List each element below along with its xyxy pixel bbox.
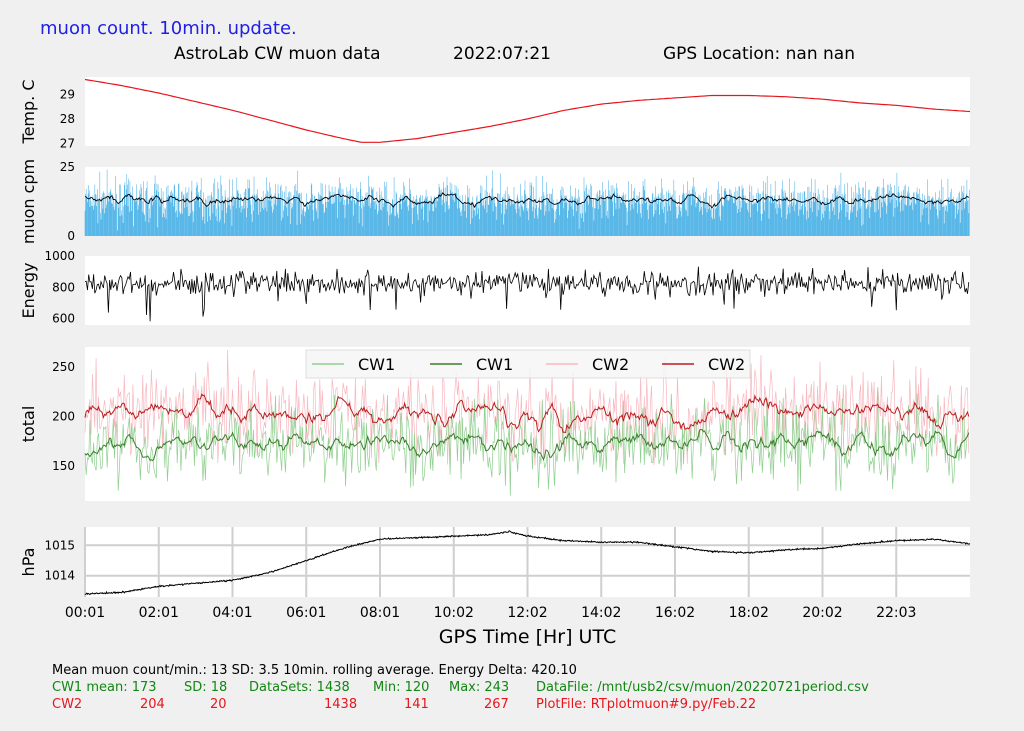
energy-ytick-label: 600 xyxy=(52,312,75,326)
xtick-label: 04:01 xyxy=(212,605,252,621)
xtick-label: 00:01 xyxy=(65,605,105,621)
chart-title: AstroLab CW muon data xyxy=(174,44,381,64)
energy-line xyxy=(84,266,970,322)
cw2-plotfile: PlotFile: RTplotmuon#9.py/Feb.22 xyxy=(536,697,757,712)
cw1-avg-line xyxy=(84,428,970,462)
cw1-datasets: DataSets: 1438 xyxy=(249,680,350,695)
legend-entry-label: CW1 xyxy=(476,355,513,374)
total-legend: CW1 CW1 CW2 CW2 xyxy=(305,349,751,379)
cw2-label: CW2 xyxy=(52,697,83,712)
energy-ylabel: Energy xyxy=(19,262,38,318)
xtick-label: 10:02 xyxy=(434,605,474,621)
temperature-ytick-label: 29 xyxy=(60,87,75,101)
temperature-ytick-label: 27 xyxy=(60,137,75,151)
cw1-max: Max: 243 xyxy=(449,680,510,695)
panel-pressure: hPa 1015 1014 00:01 02:01 04:01 06:01 08:01 10:0… xyxy=(19,527,971,648)
energy-ytick-label: 1000 xyxy=(44,249,75,263)
legend-entry-label: CW2 xyxy=(592,355,629,374)
total-ytick-label: 150 xyxy=(52,459,75,473)
xtick-label: 14:02 xyxy=(581,605,621,621)
xtick-label: 22:03 xyxy=(876,605,916,621)
panel-energy: Energy 1000 800 600 xyxy=(19,249,970,326)
pressure-ytick-label: 1015 xyxy=(44,538,75,552)
muon-cpm-rolling-avg xyxy=(84,192,970,209)
pressure-ytick-label: 1014 xyxy=(44,569,75,583)
xtick-label: 20:02 xyxy=(802,605,842,621)
cw2-min: 141 xyxy=(404,697,429,712)
panel-temperature: Temp. C 29 28 27 xyxy=(19,77,971,151)
xtick-label: 18:02 xyxy=(729,605,769,621)
temperature-line xyxy=(84,78,971,143)
energy-plot-area xyxy=(85,256,970,325)
xtick-label: 08:01 xyxy=(360,605,400,621)
cw1-sd: SD: 18 xyxy=(184,680,228,695)
x-axis-label: GPS Time [Hr] UTC xyxy=(439,626,616,648)
temperature-ytick-label: 28 xyxy=(60,112,75,126)
gps-location: GPS Location: nan nan xyxy=(663,44,855,64)
muon-cpm-ytick-label: 25 xyxy=(60,160,75,174)
chart-date: 2022:07:21 xyxy=(453,44,551,64)
cw1-datafile: DataFile: /mnt/usb2/csv/muon/20220721per… xyxy=(536,680,869,695)
pressure-ylabel: hPa xyxy=(19,548,38,577)
legend-entry-label: CW1 xyxy=(358,355,395,374)
muon-cpm-ytick-label: 0 xyxy=(67,229,75,243)
xtick-label: 02:01 xyxy=(139,605,179,621)
panel-muon-cpm: muon cpm 25 0 xyxy=(19,159,970,244)
cw1-mean: CW1 mean: 173 xyxy=(52,680,157,695)
panel-total: total 250 200 150 CW1 CW1 CW2 CW2 xyxy=(19,347,970,501)
xtick-label: 16:02 xyxy=(655,605,695,621)
legend-entry-label: CW2 xyxy=(708,355,745,374)
cw2-max: 267 xyxy=(484,697,509,712)
total-ytick-label: 250 xyxy=(52,360,75,374)
xtick-label: 06:01 xyxy=(286,605,326,621)
temperature-ylabel: Temp. C xyxy=(19,80,38,145)
temperature-plot-area xyxy=(85,77,970,146)
total-ytick-label: 200 xyxy=(52,410,75,424)
pressure-line xyxy=(84,530,971,596)
muon-cpm-bars xyxy=(84,169,970,236)
xtick-label: 12:02 xyxy=(507,605,547,621)
cw2-sd: 20 xyxy=(210,697,227,712)
update-note: muon count. 10min. update. xyxy=(40,18,297,39)
energy-ytick-label: 800 xyxy=(52,280,75,294)
muon-cpm-ylabel: muon cpm xyxy=(19,159,38,244)
total-ylabel: total xyxy=(19,406,38,443)
cw2-mean: 204 xyxy=(140,697,165,712)
cw1-min: Min: 120 xyxy=(373,680,430,695)
cw2-avg-line xyxy=(84,393,970,434)
footer-summary: Mean muon count/min.: 13 SD: 3.5 10min. … xyxy=(52,663,577,678)
cw2-datasets: 1438 xyxy=(324,697,358,712)
